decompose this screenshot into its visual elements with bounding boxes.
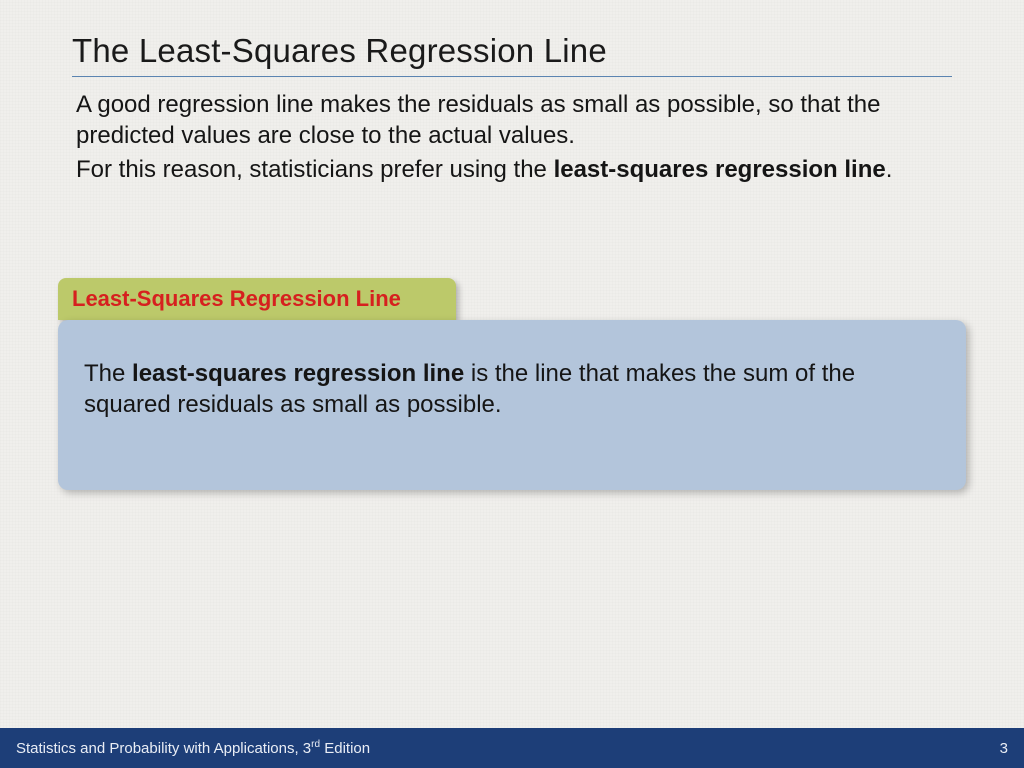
paragraph-2-pre: For this reason, statisticians prefer us…: [76, 156, 554, 183]
paragraph-2-post: .: [886, 156, 893, 183]
definition-box: The least-squares regression line is the…: [58, 320, 966, 490]
definition-text: The least-squares regression line is the…: [84, 358, 940, 420]
title-underline: [72, 76, 952, 77]
footer-book-post: Edition: [320, 740, 370, 757]
definition-bold: least-squares regression line: [132, 360, 464, 387]
footer-book-title: Statistics and Probability with Applicat…: [16, 739, 370, 757]
paragraph-2: For this reason, statisticians prefer us…: [76, 155, 946, 186]
paragraph-2-bold: least-squares regression line: [554, 156, 886, 183]
definition-tab-label: Least-Squares Regression Line: [72, 286, 401, 312]
footer-page-number: 3: [1000, 740, 1008, 757]
footer-book-sup: rd: [311, 739, 320, 750]
definition-tab: Least-Squares Regression Line: [58, 278, 456, 320]
footer-bar: Statistics and Probability with Applicat…: [0, 728, 1024, 768]
slide: The Least-Squares Regression Line A good…: [0, 0, 1024, 768]
footer-book-pre: Statistics and Probability with Applicat…: [16, 740, 311, 757]
slide-title: The Least-Squares Regression Line: [72, 32, 607, 70]
definition-pre: The: [84, 360, 132, 387]
paragraph-1: A good regression line makes the residua…: [76, 90, 946, 151]
